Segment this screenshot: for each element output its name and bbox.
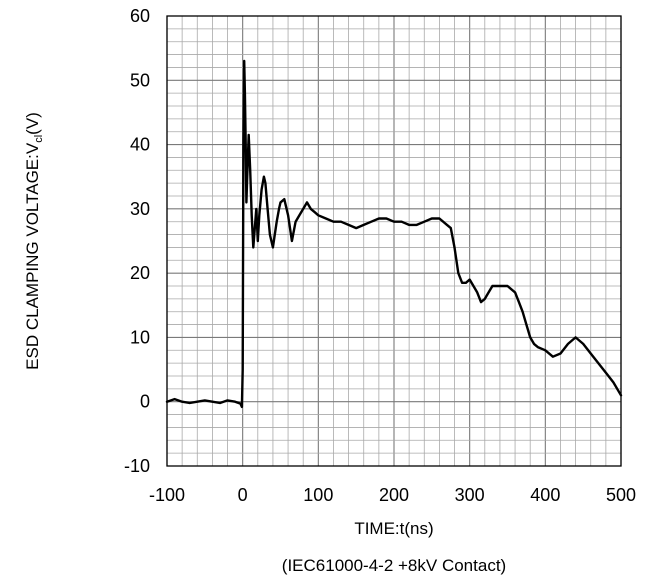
x-tick-label: 500 xyxy=(606,485,636,505)
x-tick-labels: -100 0 100 200 300 400 500 xyxy=(149,485,636,505)
y-tick-label: 60 xyxy=(130,6,150,26)
y-tick-label: 20 xyxy=(130,263,150,283)
y-axis-title-unit: (V) xyxy=(23,112,42,135)
x-axis-title: TIME:t(ns) xyxy=(354,519,433,538)
plot-frame xyxy=(166,15,622,467)
chart-caption: (IEC61000-4-2 +8kV Contact) xyxy=(282,556,506,575)
x-tick-label: 200 xyxy=(379,485,409,505)
y-axis-title-subscript: cl xyxy=(33,135,45,143)
y-tick-label: 40 xyxy=(130,135,150,155)
y-tick-label: 10 xyxy=(130,327,150,347)
y-axis-title: ESD CLAMPING VOLTAGE:Vcl(V) xyxy=(23,112,45,370)
x-tick-label: 300 xyxy=(455,485,485,505)
series-line xyxy=(165,59,623,409)
y-tick-label: 0 xyxy=(140,392,150,412)
x-tick-label: -100 xyxy=(149,485,185,505)
y-tick-label: 50 xyxy=(130,70,150,90)
x-tick-label: 400 xyxy=(530,485,560,505)
y-axis-title-main: ESD CLAMPING VOLTAGE:V xyxy=(23,142,42,370)
x-tick-label: 0 xyxy=(238,485,248,505)
x-tick-label: 100 xyxy=(303,485,333,505)
grid xyxy=(166,15,622,467)
y-tick-label: 30 xyxy=(130,199,150,219)
y-tick-labels: -10 0 10 20 30 40 50 60 xyxy=(124,6,150,476)
y-tick-label: -10 xyxy=(124,456,150,476)
